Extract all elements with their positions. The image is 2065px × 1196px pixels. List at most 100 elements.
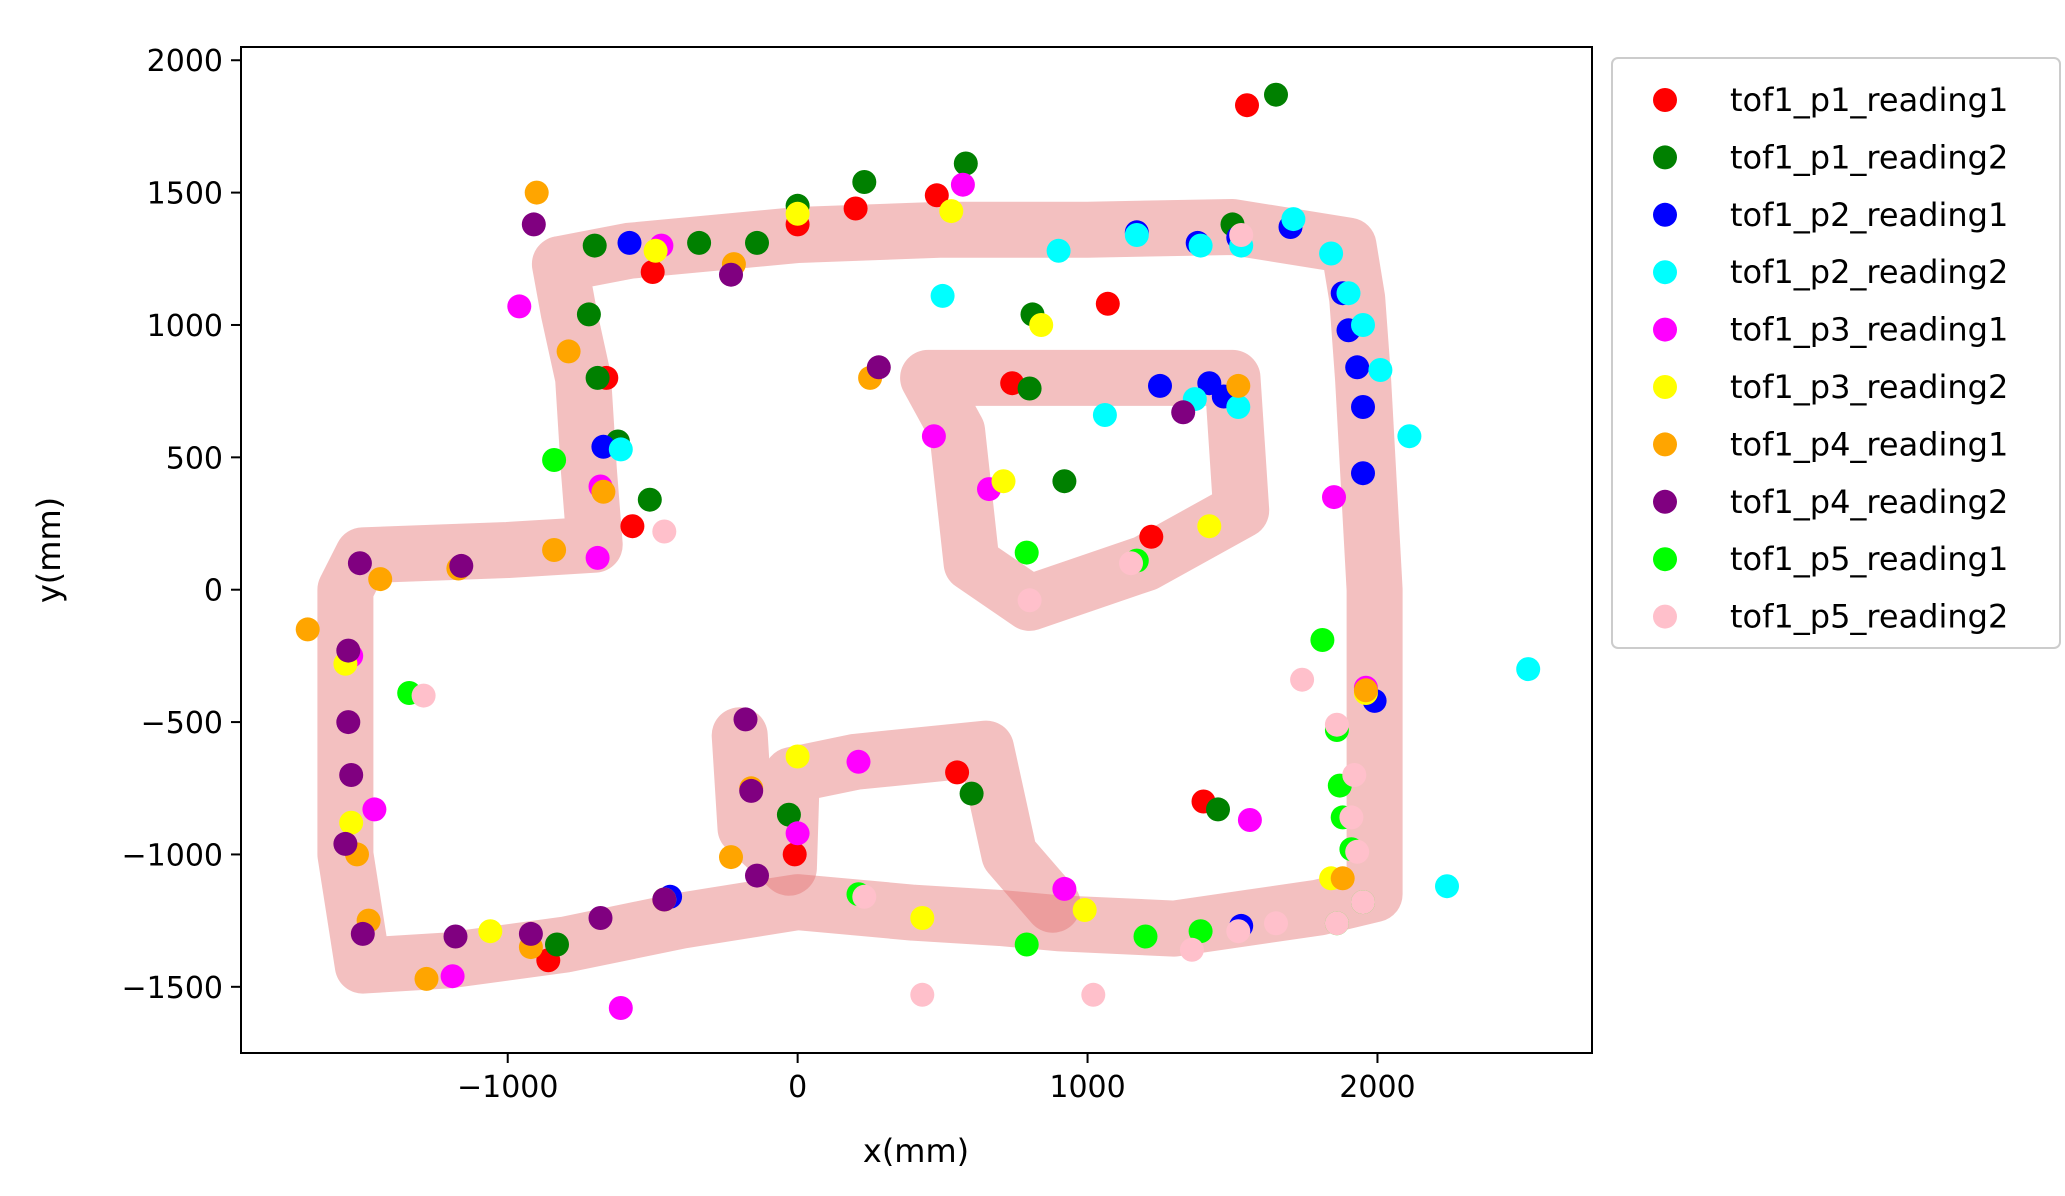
point-tof1_p5_reading2-10: [1264, 911, 1288, 936]
point-tof1_p1_reading1-10: [945, 760, 970, 785]
point-tof1_p1_reading2-17: [776, 802, 801, 827]
point-tof1_p1_reading1-9: [1139, 524, 1164, 549]
point-tof1_p3_reading1-14: [1237, 808, 1262, 832]
point-tof1_p2_reading2-0: [1281, 207, 1306, 232]
point-tof1_p4_reading1-13: [719, 845, 743, 870]
point-tof1_p2_reading2-14: [608, 437, 633, 462]
point-tof1_p1_reading2-4: [582, 233, 607, 258]
point-tof1_p5_reading1-13: [1014, 932, 1039, 957]
point-tof1_p5_reading2-11: [1226, 919, 1251, 944]
point-tof1_p1_reading2-0: [1264, 82, 1288, 107]
point-tof1_p2_reading2-11: [1092, 403, 1117, 427]
trajectory-layer: [317, 199, 1403, 994]
point-tof1_p5_reading1-11: [1188, 919, 1213, 944]
point-tof1_p1_reading2-2: [852, 170, 877, 194]
point-tof1_p4_reading2-6: [336, 638, 361, 663]
point-tof1_p3_reading2-2: [643, 238, 668, 263]
point-tof1_p3_reading2-0: [939, 199, 964, 224]
point-tof1_p1_reading1-2: [843, 196, 868, 221]
point-tof1_p4_reading2-12: [739, 778, 764, 803]
point-tof1_p3_reading1-6: [585, 545, 610, 570]
legend-frame: [1611, 57, 2061, 649]
point-tof1_p2_reading2-4: [1368, 358, 1393, 382]
legend-marker-tof1_p4_reading2: [1653, 489, 1677, 514]
point-tof1_p1_reading2-10: [637, 487, 662, 512]
point-tof1_p4_reading2-5: [449, 553, 474, 578]
point-tof1_p4_reading2-14: [652, 887, 677, 912]
legend-marker-tof1_p3_reading1: [1653, 317, 1677, 342]
legend-label-tof1_p5_reading1: tof1_p5_reading1: [1730, 540, 2008, 578]
point-tof1_p2_reading1-12: [1148, 373, 1172, 398]
point-tof1_p5_reading2-9: [1324, 911, 1349, 936]
point-tof1_p5_reading2-3: [1290, 667, 1315, 692]
point-tof1_p2_reading2-9: [1188, 233, 1213, 258]
series-tof1_p4_reading2: [333, 212, 1196, 949]
point-tof1_p4_reading1-9: [295, 617, 320, 642]
point-tof1_p1_reading2-15: [959, 781, 984, 806]
point-tof1_p5_reading2-15: [852, 884, 877, 909]
point-tof1_p4_reading2-17: [443, 924, 468, 949]
point-tof1_p5_reading2-4: [1324, 712, 1349, 737]
y-tick-label: 500: [166, 441, 223, 476]
point-tof1_p1_reading2-6: [745, 230, 769, 255]
point-tof1_p3_reading2-11: [910, 906, 935, 930]
point-tof1_p1_reading1-8: [620, 514, 645, 539]
point-tof1_p4_reading2-8: [339, 763, 364, 787]
point-tof1_p1_reading2-18: [545, 932, 569, 957]
point-tof1_p4_reading2-1: [719, 262, 743, 287]
point-tof1_p4_reading2-15: [588, 906, 613, 930]
point-tof1_p4_reading1-16: [1330, 866, 1355, 891]
plot-frame: [240, 46, 1593, 1054]
y-tick-label: −1500: [122, 971, 223, 1006]
point-tof1_p5_reading2-6: [1339, 805, 1364, 830]
point-tof1_p2_reading2-16: [1435, 874, 1459, 899]
legend-marker-tof1_p2_reading1: [1653, 202, 1677, 227]
point-tof1_p5_reading2-7: [1345, 839, 1370, 864]
point-tof1_p2_reading2-13: [1226, 395, 1251, 419]
point-tof1_p1_reading1-4: [640, 260, 665, 284]
point-tof1_p2_reading2-6: [930, 283, 955, 308]
point-tof1_p4_reading1-0: [524, 180, 549, 205]
point-tof1_p1_reading2-8: [585, 365, 610, 390]
point-tof1_p2_reading1-0: [617, 230, 642, 255]
point-tof1_p5_reading2-5: [1342, 763, 1367, 787]
point-tof1_p2_reading2-5: [1397, 424, 1422, 449]
legend-marker-tof1_p5_reading2: [1653, 604, 1677, 629]
point-tof1_p1_reading1-1: [924, 183, 949, 208]
point-tof1_p4_reading1-17: [1353, 678, 1378, 703]
point-tof1_p4_reading2-2: [866, 355, 891, 380]
point-tof1_p5_reading2-1: [1119, 551, 1143, 576]
y-axis: −1500 −1000 −500 0 500 1000 1500 2000: [122, 44, 241, 1006]
point-tof1_p3_reading1-7: [1322, 485, 1346, 510]
point-tof1_p1_reading2-5: [687, 230, 712, 255]
point-tof1_p3_reading1-16: [608, 996, 633, 1020]
point-tof1_p5_reading1-4: [1310, 628, 1335, 652]
legend-label-tof1_p2_reading1: tof1_p2_reading1: [1730, 196, 2008, 234]
point-tof1_p5_reading1-0: [542, 448, 567, 472]
point-tof1_p5_reading2-14: [910, 982, 935, 1007]
point-tof1_p5_reading2-2: [1017, 588, 1042, 613]
point-tof1_p4_reading2-13: [745, 863, 769, 888]
x-tick-label: −1000: [457, 1070, 558, 1105]
point-tof1_p5_reading2-17: [1229, 223, 1254, 247]
legend-marker-tof1_p4_reading1: [1653, 432, 1677, 457]
point-tof1_p2_reading2-2: [1336, 281, 1361, 306]
y-tick-label: 2000: [147, 44, 223, 79]
legend-label-tof1_p3_reading1: tof1_p3_reading1: [1730, 311, 2008, 349]
point-tof1_p2_reading2-7: [1046, 238, 1071, 263]
point-tof1_p4_reading1-15: [414, 966, 439, 991]
point-tof1_p2_reading2-1: [1319, 241, 1344, 266]
x-tick-label: 1000: [1049, 1070, 1125, 1105]
trajectory-path-2: [711, 707, 1081, 933]
point-tof1_p5_reading1-12: [1133, 924, 1158, 949]
point-tof1_p1_reading2-16: [1206, 797, 1230, 822]
point-tof1_p1_reading1-5: [1095, 291, 1120, 316]
x-tick-label: 2000: [1339, 1070, 1415, 1105]
point-tof1_p2_reading2-3: [1351, 313, 1375, 337]
point-tof1_p5_reading2-12: [1179, 937, 1204, 962]
point-tof1_p4_reading2-16: [518, 921, 543, 946]
point-tof1_p3_reading1-1: [507, 294, 532, 319]
point-tof1_p2_reading1-7: [1345, 355, 1370, 380]
y-axis-label: y(mm): [30, 497, 68, 603]
point-tof1_p2_reading1-8: [1351, 395, 1375, 419]
